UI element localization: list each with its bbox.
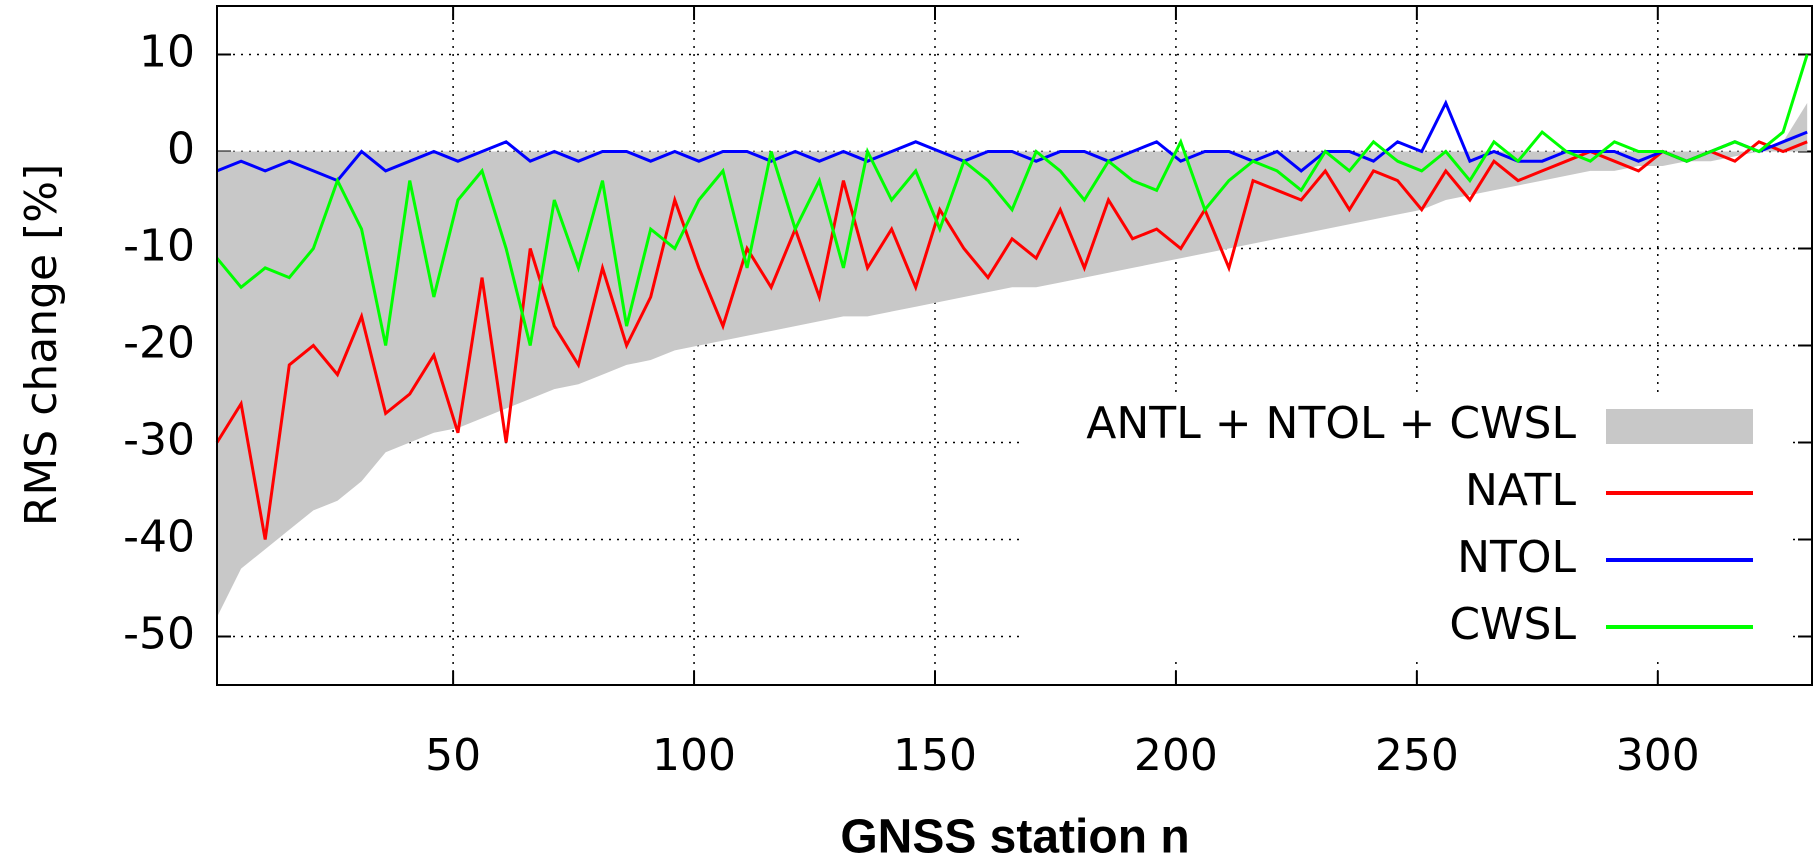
line [215,140,1808,540]
x-axis-label: GNSS station n [840,811,1189,863]
x-tick-label: 300 [1616,730,1700,781]
y-tick-label: -10 [123,221,195,272]
x-tick-label: 250 [1375,730,1459,781]
plot-frame [216,5,1813,686]
y-tick-label: -30 [123,415,195,466]
legend-swatch [1606,409,1753,444]
x-tick-label: 50 [425,730,481,781]
x-tick-label: 100 [652,730,736,781]
legend-label: CWSL [1449,599,1576,650]
y-tick-label: -50 [123,609,195,660]
line [216,99,1808,183]
y-axis-label: RMS change [%] [16,164,67,527]
legend-label: ANTL + NTOL + CWSL [1086,398,1576,449]
x-tick-label: 200 [1134,730,1218,781]
y-tick-label: 10 [139,27,195,78]
plot-marks [215,54,1809,618]
legend: ANTL + NTOL + CWSL NATL NTOL CWSL [1020,395,1790,660]
x-tick-label: 150 [893,730,977,781]
y-tick-label: -40 [123,512,195,563]
line [215,54,1809,346]
legend-label: NTOL [1457,532,1576,583]
area [217,103,1808,618]
y-tick-label: 0 [167,124,195,175]
y-tick-label: -20 [123,318,195,369]
legend-label: NATL [1465,465,1576,516]
